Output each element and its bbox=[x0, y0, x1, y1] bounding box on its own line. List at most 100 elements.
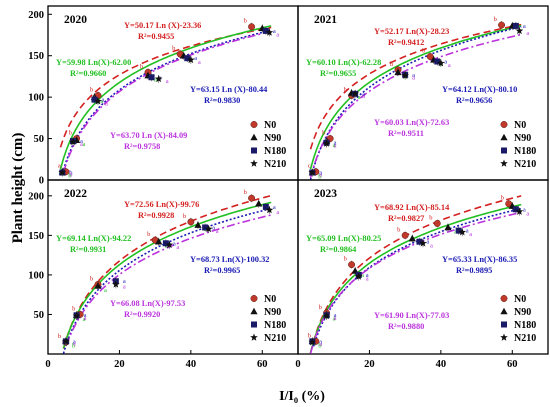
equation-r2: R²=0.9455 bbox=[138, 32, 174, 41]
point-n0 bbox=[248, 23, 256, 31]
point-n180 bbox=[434, 58, 441, 65]
legend-marker-n210 bbox=[500, 333, 508, 341]
significance-letter: b bbox=[58, 333, 61, 340]
significance-letter: b bbox=[244, 18, 247, 25]
x-axis-label: I/I₀ (%) bbox=[279, 389, 325, 404]
significance-letter: a bbox=[333, 315, 336, 322]
fit-curve-n0 bbox=[59, 26, 272, 148]
equation-r2: R²=0.9660 bbox=[70, 69, 106, 78]
y-axis-label: Plant height (cm) bbox=[10, 133, 26, 244]
equation-r2: R²=0.9656 bbox=[456, 96, 492, 105]
panels: 2020050100150200abbbbbbaaaaabaaaaabaaaaa… bbox=[28, 5, 549, 370]
panel-2021: 2021cbbbbbbaaaaaaaaaaaaaaaaaY=52.17 Ln(X… bbox=[297, 5, 549, 181]
point-n90 bbox=[394, 68, 402, 76]
significance-letter: b bbox=[390, 61, 393, 68]
point-n210 bbox=[112, 280, 120, 288]
equation-r2: R²=0.9965 bbox=[204, 266, 240, 275]
point-n210 bbox=[187, 55, 195, 64]
equation-r2: R²=0.9412 bbox=[388, 38, 424, 47]
y-tick-label: 50 bbox=[34, 310, 45, 321]
legend-marker-n180 bbox=[251, 147, 257, 154]
legend-marker-n180 bbox=[501, 147, 507, 154]
significance-letter: b bbox=[172, 45, 175, 52]
point-n0 bbox=[498, 21, 506, 29]
significance-letter: a bbox=[526, 30, 529, 37]
fit-curve-n210 bbox=[62, 30, 272, 173]
equation-r2: R²=0.9758 bbox=[124, 142, 160, 151]
significance-letter: b bbox=[344, 256, 347, 263]
equation-r2: R²=0.9511 bbox=[388, 129, 424, 138]
significance-letter: b bbox=[318, 342, 321, 349]
equation-r2: R²=0.9880 bbox=[388, 322, 424, 331]
legend-label: N90 bbox=[264, 307, 281, 318]
significance-letter: a bbox=[73, 340, 76, 347]
fit-curve-n210 bbox=[309, 33, 522, 179]
equation-text: Y=59.98 Ln(X)-62.00 bbox=[56, 58, 131, 67]
equation-text: Y=64.12 Ln(X)-80.10 bbox=[442, 85, 517, 94]
fit-curve-n0 bbox=[62, 194, 272, 349]
panel-title: 2023 bbox=[314, 188, 337, 200]
point-n210 bbox=[154, 74, 163, 83]
significance-letter: c bbox=[308, 163, 311, 170]
x-tick-label: 40 bbox=[436, 359, 447, 370]
significance-letter: a bbox=[58, 163, 61, 170]
significance-letter: b bbox=[147, 231, 150, 238]
significance-letter: a bbox=[80, 141, 83, 148]
significance-letter: a bbox=[412, 72, 415, 79]
point-n210 bbox=[58, 168, 67, 176]
significance-letter: a bbox=[123, 283, 126, 290]
point-n210 bbox=[458, 228, 467, 236]
equation-r2: R²=0.9827 bbox=[388, 214, 424, 223]
significance-letter: b bbox=[72, 305, 75, 312]
equation-text: Y=60.03 Ln(X)-72.63 bbox=[374, 118, 449, 127]
point-n180 bbox=[416, 238, 423, 245]
significance-letter: b bbox=[183, 213, 186, 220]
fit-curve-n180 bbox=[62, 207, 272, 354]
legend-marker-n210 bbox=[250, 333, 258, 341]
significance-letter: a bbox=[273, 204, 276, 211]
significance-letter: a bbox=[194, 55, 197, 62]
significance-letter: a bbox=[366, 272, 369, 279]
legend-label: N90 bbox=[514, 133, 531, 144]
point-n0 bbox=[426, 53, 434, 60]
significance-letter: b bbox=[422, 48, 425, 55]
legend-marker-n180 bbox=[251, 321, 257, 328]
significance-letter: a bbox=[412, 75, 415, 82]
significance-letter: b bbox=[140, 63, 143, 70]
legend-label: N0 bbox=[264, 294, 276, 305]
legend-marker-n0 bbox=[500, 121, 508, 128]
significance-letter: a bbox=[319, 170, 322, 177]
significance-letter: a bbox=[466, 228, 469, 235]
legend-label: N210 bbox=[514, 159, 536, 170]
point-n0 bbox=[248, 194, 256, 202]
point-n180 bbox=[202, 224, 209, 231]
significance-letter: a bbox=[104, 287, 107, 294]
panel-2020: 2020050100150200abbbbbbaaaaabaaaaabaaaaa… bbox=[28, 5, 299, 187]
panel-2023: 20230204060bbbbbbbaaaaaaaaaaaaaaaaaY=68.… bbox=[295, 179, 549, 370]
significance-letter: b bbox=[90, 86, 93, 93]
equation-r2: R²=0.9830 bbox=[204, 96, 240, 105]
y-tick-label: 0 bbox=[39, 176, 44, 187]
legend-label: N210 bbox=[514, 333, 536, 344]
fit-curve-n210 bbox=[309, 211, 522, 354]
equation-r2: R²=0.9931 bbox=[70, 245, 106, 254]
y-tick-label: 100 bbox=[28, 270, 44, 281]
equation-text: Y=61.90 Ln(X)-77.03 bbox=[374, 311, 449, 320]
equation-text: Y=69.14 Ln(X)-94.22 bbox=[56, 234, 131, 243]
significance-letter: b bbox=[90, 275, 93, 282]
point-n180 bbox=[512, 206, 519, 213]
significance-letter: a bbox=[334, 143, 337, 150]
significance-letter: a bbox=[362, 93, 365, 100]
significance-letter: a bbox=[334, 140, 337, 147]
y-tick-label: 50 bbox=[34, 134, 45, 145]
legend-label: N180 bbox=[264, 320, 286, 331]
significance-letter: a bbox=[276, 32, 279, 39]
x-tick-label: 60 bbox=[257, 359, 268, 370]
equation-text: Y=63.15 Ln (X)-80.44 bbox=[190, 85, 268, 94]
significance-letter: a bbox=[366, 275, 369, 282]
significance-letter: a bbox=[105, 100, 108, 107]
point-n180 bbox=[262, 203, 269, 210]
significance-letter: a bbox=[334, 312, 337, 319]
